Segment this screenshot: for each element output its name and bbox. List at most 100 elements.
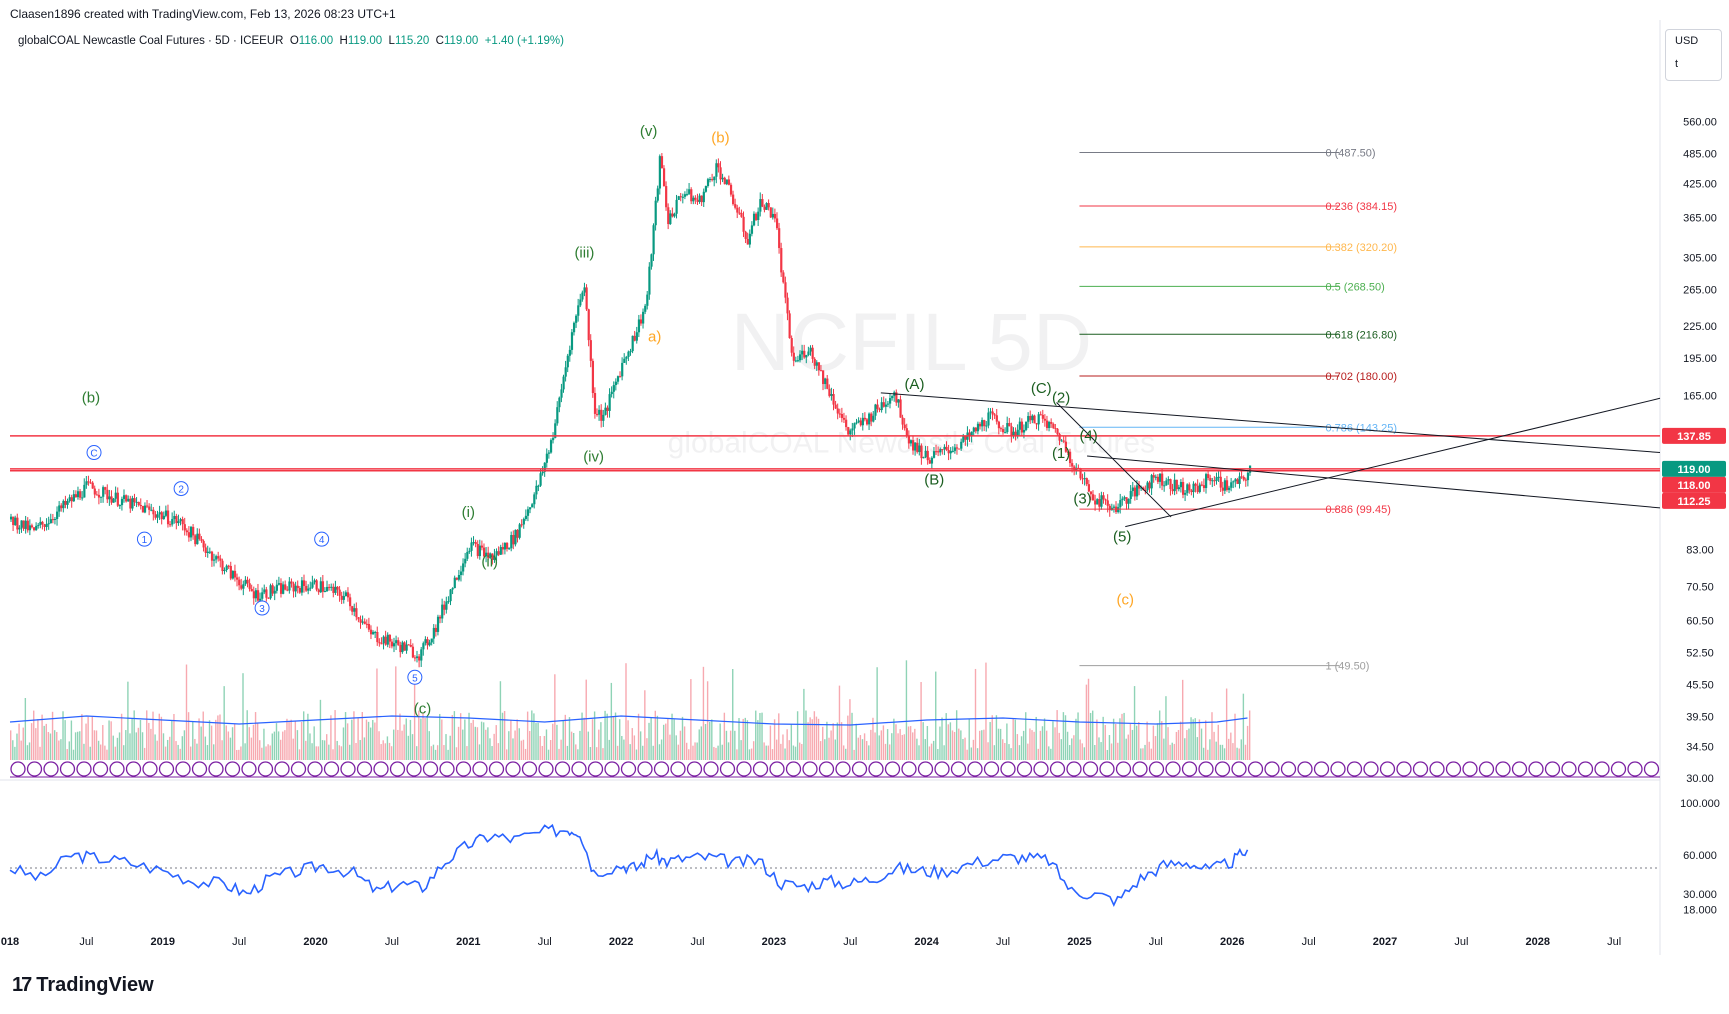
symbol-legend[interactable]: globalCOAL Newcastle Coal Futures · 5D ·… <box>18 35 564 47</box>
volume-bar <box>562 720 564 760</box>
candle-body <box>20 520 23 528</box>
volume-bar <box>1230 732 1232 760</box>
tradingview-brand[interactable]: 17 TradingView <box>12 974 154 997</box>
volume-bar <box>181 736 184 760</box>
volume-bar <box>81 714 83 760</box>
session-marker-icon <box>455 761 472 777</box>
volume-bar <box>1004 742 1006 760</box>
volume-bar <box>577 749 579 760</box>
volume-bar <box>989 722 991 760</box>
candle-body <box>1081 478 1084 480</box>
volume-bar <box>357 718 359 760</box>
volume-bar <box>727 742 730 760</box>
volume-bar <box>1014 719 1016 760</box>
volume-bar <box>579 730 581 760</box>
price-axis-tick: 305.00 <box>1683 253 1717 265</box>
session-marker-icon <box>1495 761 1511 777</box>
candle-body <box>447 601 450 603</box>
volume-bar <box>403 724 405 760</box>
candle-body <box>422 643 425 650</box>
volume-bar <box>981 730 983 760</box>
candle-body <box>759 199 762 212</box>
volume-bar <box>271 733 274 760</box>
volume-bar <box>997 728 1000 760</box>
candle-body <box>1045 420 1049 429</box>
candle-body <box>252 591 255 599</box>
volume-bar <box>1196 737 1199 760</box>
session-marker-icon <box>1297 761 1313 777</box>
candle-body <box>723 177 726 185</box>
candle-body <box>859 420 862 426</box>
session-marker-icon <box>901 761 917 777</box>
candle-body <box>1089 491 1093 495</box>
candle-body <box>1215 477 1218 481</box>
candle-body <box>531 504 534 508</box>
candle-body <box>1232 481 1235 483</box>
candle-body <box>1213 480 1216 482</box>
volume-bar <box>102 725 104 760</box>
volume-bar <box>566 745 569 760</box>
currency-unit-selector[interactable]: USD t <box>1665 29 1722 81</box>
volume-bar <box>290 719 292 760</box>
candle-body <box>139 505 142 507</box>
volume-bar <box>1056 710 1058 760</box>
volume-bar <box>380 744 382 760</box>
candle-body <box>633 335 636 341</box>
candle-body <box>572 322 576 333</box>
volume-bar <box>405 718 407 760</box>
volume-bar <box>1035 716 1037 760</box>
candle-body <box>298 588 302 593</box>
candle-body <box>493 555 496 560</box>
candle-body <box>1054 427 1057 429</box>
volume-bar <box>110 721 112 760</box>
volume-bar <box>51 711 54 760</box>
volume-bar <box>1173 743 1176 760</box>
volume-bar <box>1104 725 1106 760</box>
volume-bar <box>845 748 847 760</box>
candle-body <box>1106 500 1109 506</box>
candle-body <box>1064 441 1067 452</box>
volume-bar <box>1029 728 1031 760</box>
volume-bar <box>1008 744 1010 760</box>
unit-label: t <box>1675 58 1679 70</box>
candle-body <box>692 197 695 202</box>
volume-bar <box>202 711 204 760</box>
candle-body <box>355 608 358 618</box>
session-marker-icon <box>1099 761 1115 777</box>
candle-body <box>58 505 61 512</box>
volume-bar <box>282 731 284 760</box>
candle-body <box>1085 478 1088 485</box>
session-marker-icon <box>488 761 505 777</box>
candle-body <box>807 351 810 356</box>
volume-bar <box>499 681 502 760</box>
candle-body <box>750 225 754 234</box>
candle-body <box>1148 482 1151 489</box>
candle-body <box>313 580 316 583</box>
candle-body <box>210 551 214 561</box>
candle-body <box>277 583 281 585</box>
volume-bar <box>263 728 265 760</box>
volume-bar <box>1112 718 1115 760</box>
session-marker-icon <box>1445 761 1462 777</box>
price-axis-tick: 485.00 <box>1683 149 1717 161</box>
fib-level-label: 0.5 (268.50) <box>1325 281 1384 293</box>
volume-bar <box>487 727 489 760</box>
candle-body <box>514 529 517 545</box>
candle-body <box>386 634 389 645</box>
volume-bar <box>390 746 393 760</box>
volume-bar <box>700 726 703 760</box>
volume-bar <box>650 717 652 760</box>
volume-bar <box>679 730 682 760</box>
candle-body <box>382 636 385 644</box>
candle-body <box>37 524 40 526</box>
candle-body <box>384 636 387 645</box>
volume-bar <box>332 749 334 760</box>
candle-body <box>267 597 270 599</box>
volume-bar <box>116 737 119 760</box>
volume-bar <box>660 739 663 760</box>
volume-bar <box>386 736 389 760</box>
volume-bar <box>229 737 232 760</box>
candle-body <box>1217 476 1220 478</box>
volume-bar <box>221 740 223 760</box>
